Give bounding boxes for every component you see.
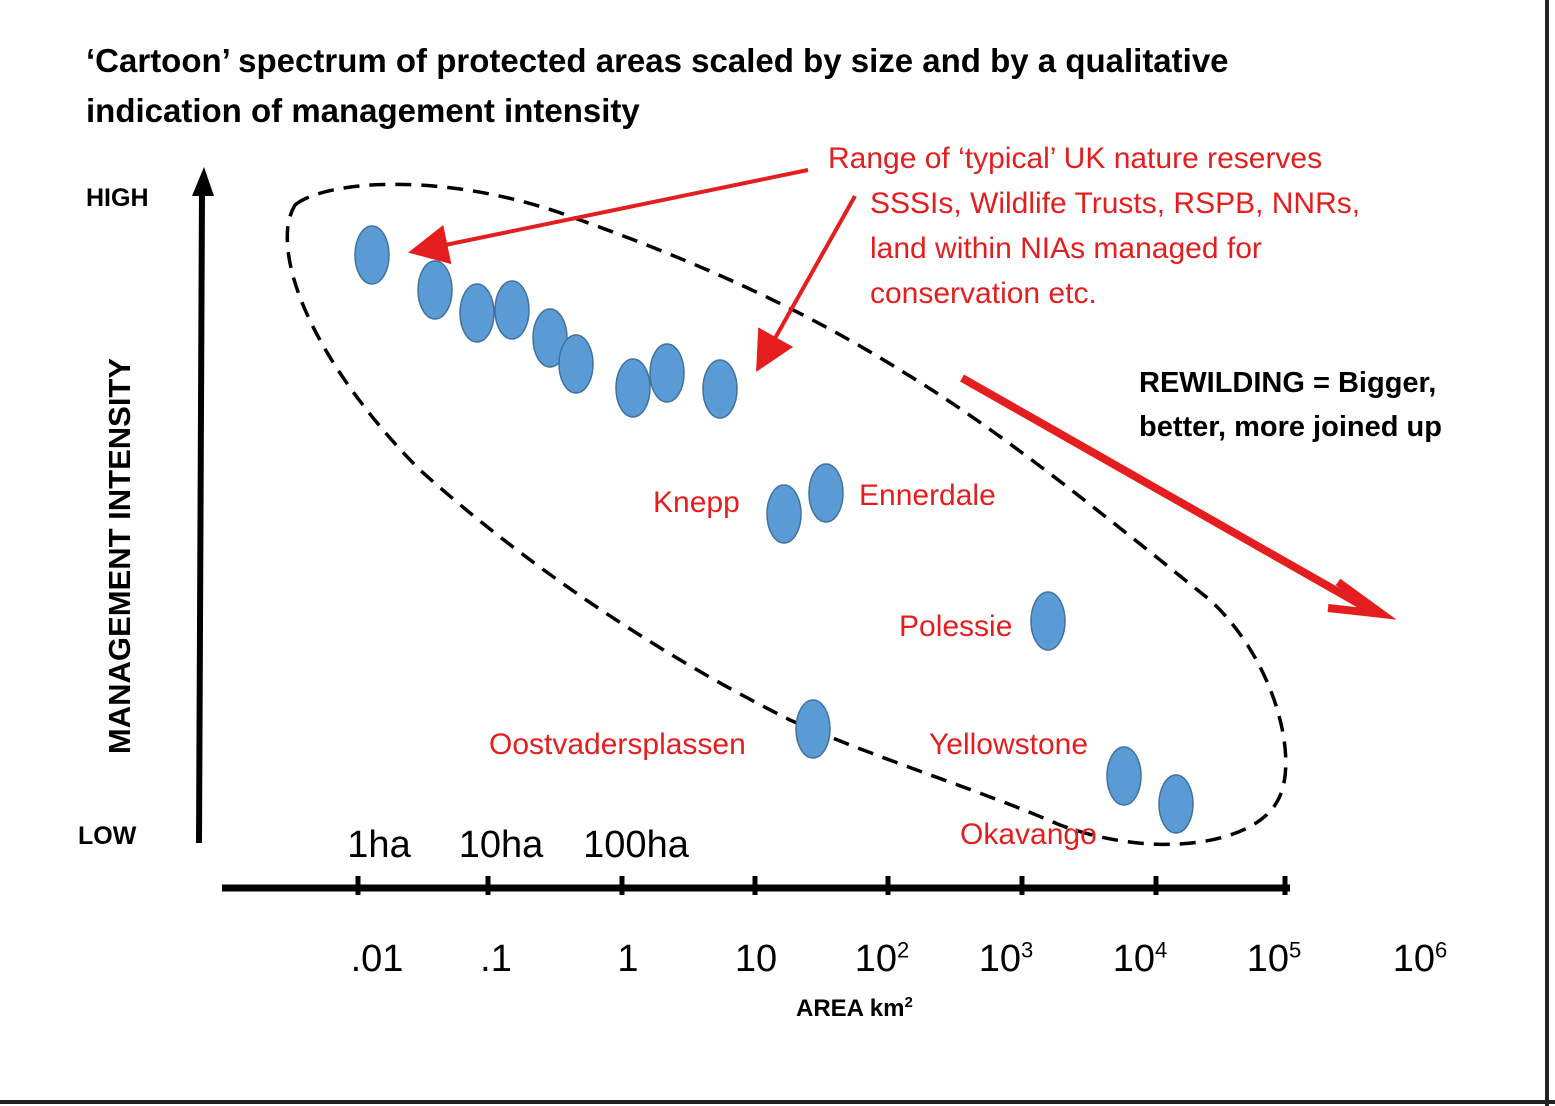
site-label-yellowstone: Yellowstone <box>929 728 1089 761</box>
y-axis-high-label: HIGH <box>86 184 149 212</box>
protected-area-dot-13 <box>1106 746 1142 806</box>
protected-area-dot-6 <box>615 358 651 418</box>
x-tick-label-1: .1 <box>480 938 512 981</box>
protected-area-dot-10 <box>808 463 844 523</box>
protected-area-dot-12 <box>795 699 831 759</box>
x-tick-label-base: 10 <box>854 938 898 980</box>
site-label-knepp: Knepp <box>653 486 740 519</box>
x-tick-label-4: 102 <box>855 938 910 981</box>
site-label-oostvadersplassen: Oostvadersplassen <box>489 728 746 761</box>
x-tick-label-exponent: 5 <box>1289 937 1302 963</box>
y-axis-label: MANAGEMENT INTENSITY <box>102 357 137 755</box>
x-tick-label-base: 10 <box>1392 938 1436 980</box>
ha-label-100ha: 100ha <box>583 824 689 866</box>
x-tick-label-base: 1 <box>617 938 639 980</box>
x-tick-label-3: 10 <box>735 938 777 981</box>
x-axis-label-exponent: 2 <box>904 994 913 1011</box>
rewilding-line-2: better, more joined up <box>1139 411 1442 443</box>
rewilding-trend-arrow <box>960 374 1372 614</box>
x-tick-label-exponent: 3 <box>1021 937 1034 963</box>
x-axis-label-text: AREA km <box>796 995 905 1022</box>
protected-area-dot-3 <box>494 280 530 340</box>
x-tick-label-exponent: 2 <box>897 937 910 963</box>
rewilding-line-1: REWILDING = Bigger, <box>1139 367 1437 399</box>
x-tick-label-base: .1 <box>480 938 512 980</box>
ha-label-1ha: 1ha <box>347 824 411 866</box>
x-tick-label-6: 104 <box>1113 938 1168 981</box>
protected-area-dot-4 <box>532 308 568 368</box>
x-tick-label-0: .01 <box>351 938 404 981</box>
ha-label-10ha: 10ha <box>458 824 544 866</box>
protected-area-dot-0 <box>354 225 390 285</box>
protected-area-dot-1 <box>417 260 453 320</box>
x-axis-label: AREA km2 <box>796 994 913 1023</box>
protected-area-dot-14 <box>1158 774 1194 834</box>
annotation-arrow-high <box>408 168 809 265</box>
protected-area-dot-9 <box>766 484 802 544</box>
annotation-line-1: Range of ‘typical’ UK nature reserves <box>828 142 1323 175</box>
x-tick-label-base: 10 <box>734 938 778 980</box>
x-tick-label-base: .01 <box>350 938 404 980</box>
diagram-title: ‘Cartoon’ spectrum of protected areas sc… <box>86 42 1229 129</box>
y-axis-arrowhead <box>192 167 214 196</box>
annotation-line-3: land within NIAs managed for <box>870 232 1262 265</box>
x-tick-label-5: 103 <box>979 938 1034 981</box>
site-label-ennerdale: Ennerdale <box>859 479 996 512</box>
x-axis-tick-marks <box>355 876 1288 895</box>
protected-area-dot-5 <box>558 334 594 394</box>
x-tick-label-8: 106 <box>1393 938 1448 981</box>
x-tick-label-exponent: 4 <box>1155 937 1168 963</box>
protected-area-dot-8 <box>702 359 738 419</box>
y-axis-line <box>196 189 205 844</box>
annotation-arrow-low <box>756 195 857 372</box>
site-label-okavango: Okavango <box>960 818 1097 851</box>
protected-area-dots <box>354 225 1194 834</box>
rewilding-arrowhead <box>1327 578 1397 620</box>
site-label-polessie: Polessie <box>899 610 1013 643</box>
annotation-line-2: SSSIs, Wildlife Trusts, RSPB, NNRs, <box>870 187 1361 220</box>
x-tick-label-base: 10 <box>1112 938 1156 980</box>
annotation-line-4: conservation etc. <box>870 277 1097 310</box>
x-tick-label-base: 10 <box>1246 938 1290 980</box>
x-tick-label-base: 10 <box>978 938 1022 980</box>
y-axis-low-label: LOW <box>78 822 137 850</box>
protected-area-dot-7 <box>649 343 685 403</box>
x-tick-label-exponent: 6 <box>1435 937 1448 963</box>
protected-area-dot-2 <box>459 283 495 343</box>
x-tick-label-7: 105 <box>1247 938 1302 981</box>
typical-range-envelope <box>285 182 1288 847</box>
protected-area-dot-11 <box>1030 591 1066 651</box>
x-tick-label-2: 1 <box>617 938 638 981</box>
